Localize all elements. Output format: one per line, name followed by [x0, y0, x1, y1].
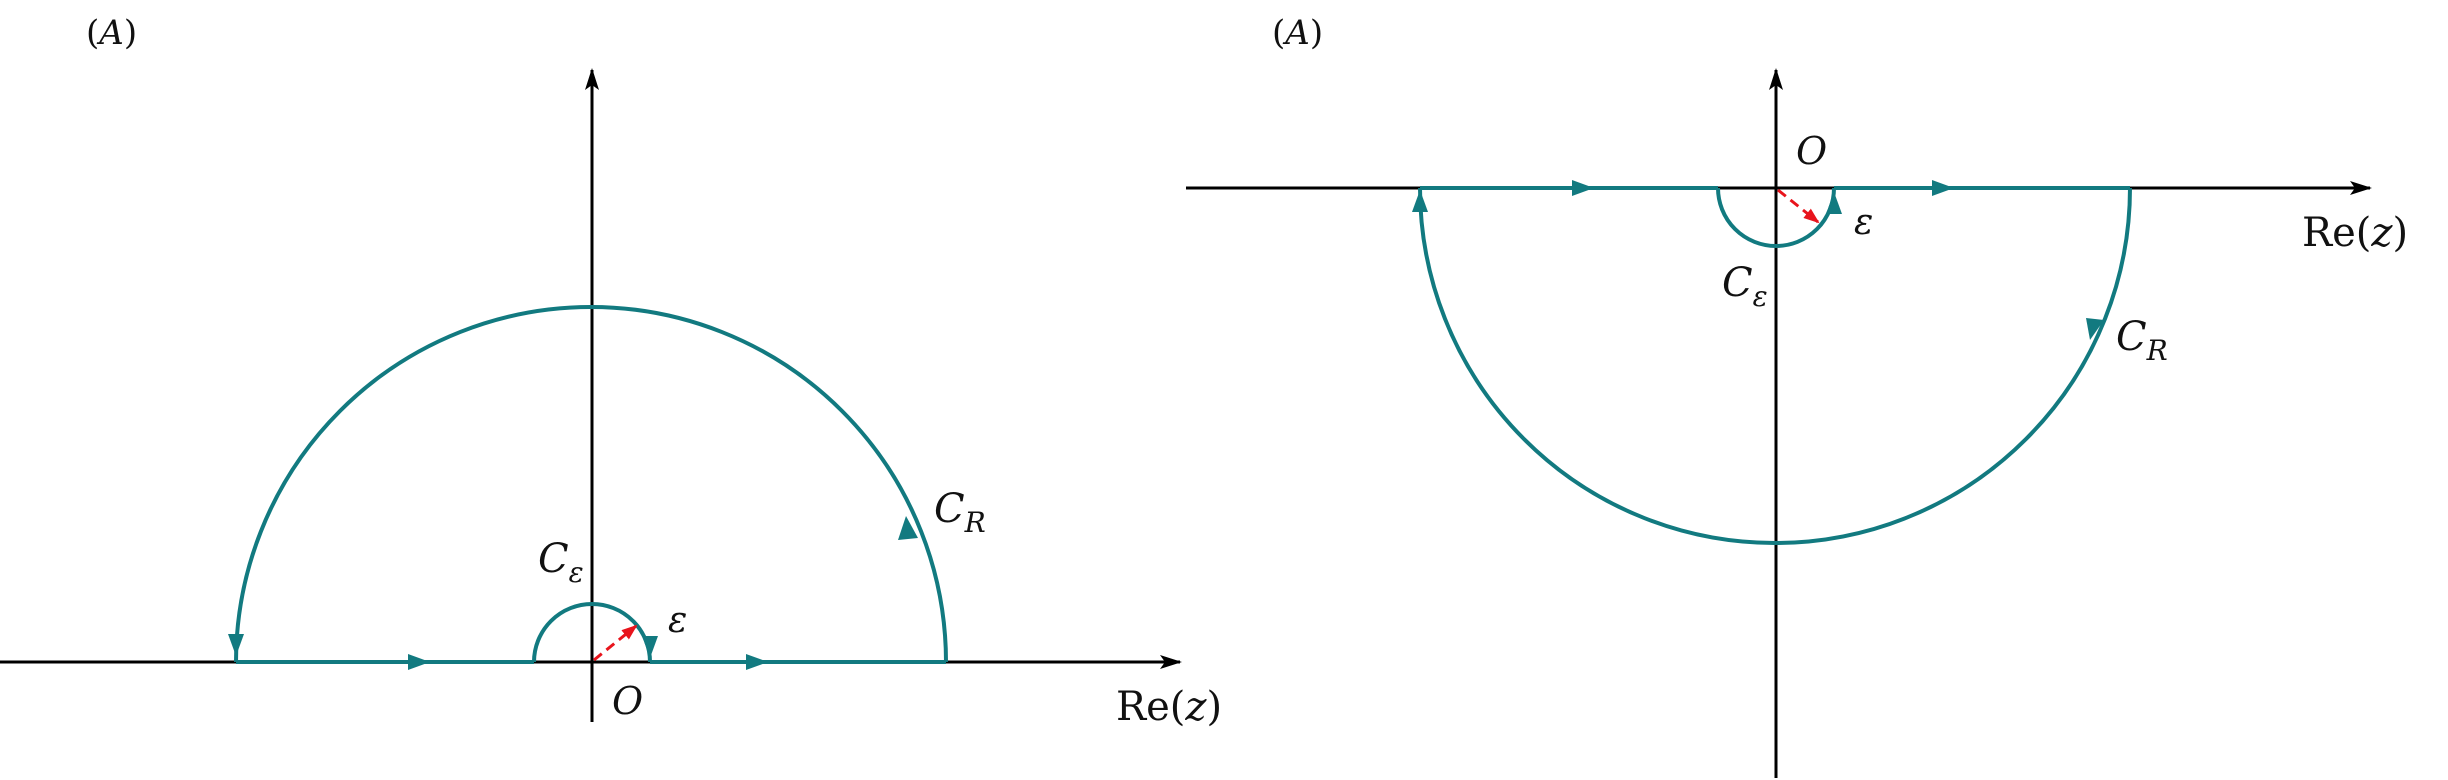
- origin-label: O: [1796, 129, 1827, 173]
- direction-arrow: [1826, 192, 1842, 214]
- c-epsilon-label: Cε: [538, 536, 584, 589]
- panel-lower: (A) O ε Cε CR Re(z): [1186, 13, 2408, 778]
- direction-arrow: [228, 634, 244, 656]
- direction-arrow: [408, 654, 430, 670]
- direction-arrow: [2086, 318, 2104, 340]
- epsilon-label: ε: [1854, 202, 1873, 243]
- big-arc-c-r: [1418, 187, 2132, 545]
- real-axis-label: Re(z): [2302, 210, 2408, 256]
- c-r-label: CR: [934, 486, 986, 539]
- panel-upper: (A) O ε Cε CR Re(z): [0, 13, 1222, 730]
- direction-arrow: [1932, 180, 1954, 196]
- direction-arrow: [1572, 180, 1594, 196]
- c-epsilon-label: Cε: [1722, 260, 1768, 313]
- panel-tag: (A): [86, 13, 137, 53]
- epsilon-radius: [593, 624, 638, 662]
- epsilon-label: ε: [668, 600, 687, 641]
- c-r-label: CR: [2116, 314, 2168, 367]
- epsilon-radius: [1777, 188, 1820, 224]
- big-arc-c-r: [234, 305, 948, 663]
- direction-arrow: [898, 516, 918, 540]
- panel-tag: (A): [1272, 13, 1323, 53]
- direction-arrow: [1412, 190, 1428, 212]
- direction-arrow: [746, 654, 768, 670]
- real-axis-label: Re(z): [1116, 684, 1222, 730]
- direction-arrow: [642, 636, 658, 658]
- origin-label: O: [612, 679, 643, 723]
